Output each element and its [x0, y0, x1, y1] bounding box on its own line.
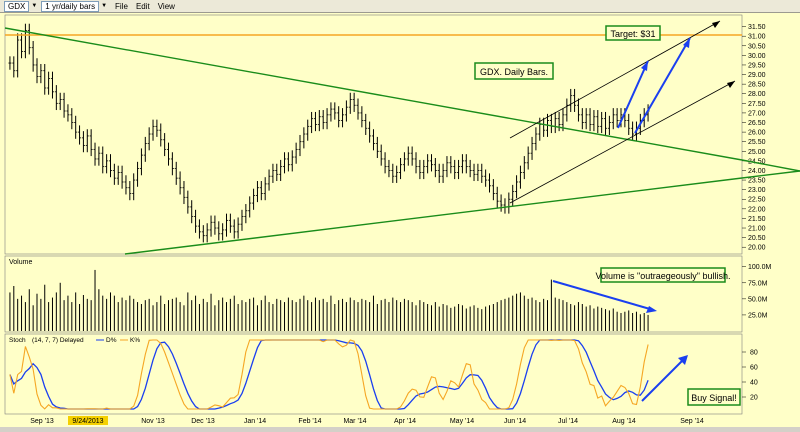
stoch-d-line: [9, 339, 649, 410]
price-tick-label: 29.00: [748, 72, 766, 79]
x-axis-label: Sep '13: [30, 418, 54, 425]
title-annotation-box: [474, 62, 554, 80]
channel-upper-line: [509, 20, 721, 139]
buy-signal-arrowhead: [678, 355, 688, 365]
stoch-panel-frame: [4, 333, 743, 415]
price-tick-label: 26.00: [748, 130, 766, 137]
price-tick-label: 29.50: [748, 62, 766, 69]
x-axis-label: Jun '14: [504, 418, 526, 425]
volume-panel-frame: [4, 255, 743, 333]
projection-arrowhead-1: [641, 61, 648, 71]
price-tick-label: 27.50: [748, 101, 766, 108]
price-panel-frame: [4, 14, 743, 255]
menu-view[interactable]: View: [157, 1, 175, 11]
price-tick-label: 23.00: [748, 187, 766, 194]
menu-file[interactable]: File: [115, 1, 128, 11]
price-tick-label: 25.50: [748, 139, 766, 146]
price-tick-label: 31.00: [748, 34, 766, 41]
stoch-tick-label: 20: [750, 395, 758, 402]
stoch-tick-label: 40: [750, 380, 758, 387]
volume-annotation-box: [600, 267, 726, 283]
x-axis-label: Jan '14: [244, 418, 266, 425]
uptrend-line-ext: [741, 170, 800, 179]
toolbar: GDX ▼ 1 yr/daily bars ▼ File Edit View: [0, 0, 800, 13]
price-tick-label: 20.00: [748, 245, 766, 252]
price-tick-label: 30.50: [748, 43, 766, 50]
price-tick-label: 27.00: [748, 110, 766, 117]
price-tick-label: 23.50: [748, 178, 766, 185]
x-axis-label: Dec '13: [191, 418, 215, 425]
price-tick-label: 24.50: [748, 158, 766, 165]
price-tick-label: 30.00: [748, 53, 766, 60]
volume-tick-label: 75.0M: [748, 280, 768, 287]
projection-arrowhead-2: [683, 38, 690, 48]
x-axis-label: Sep '14: [680, 418, 704, 425]
channel-lower-arrowhead: [727, 81, 735, 88]
chart-area: 31.50 31.00 30.50 30.00 29.50 29.00 28.50 28.00…: [0, 13, 800, 427]
x-axis-label: Nov '13: [141, 418, 165, 425]
projection-arrow-2: [634, 37, 691, 134]
chevron-down-icon[interactable]: ▼: [101, 3, 108, 9]
x-axis-label: Jul '14: [558, 418, 578, 425]
x-axis-label: 9/24/2013: [72, 418, 103, 425]
chevron-down-icon[interactable]: ▼: [31, 3, 38, 9]
x-axis-label: Feb '14: [298, 418, 321, 425]
x-axis-label: Apr '14: [394, 418, 416, 425]
channel-lower-line: [509, 80, 736, 204]
downtrend-line: [4, 27, 743, 161]
stoch-legend-d: D%: [106, 337, 117, 344]
volume-annotation: Volume is "outraegeously" bullish.: [596, 271, 731, 281]
stoch-panel-title: Stoch: [9, 337, 26, 344]
price-tick-label: 20.50: [748, 235, 766, 242]
stoch-tick-label: 80: [750, 350, 758, 357]
uptrend-line: [124, 177, 743, 255]
stoch-params: (14, 7, 7) Delayed: [32, 337, 84, 344]
volume-tick-label: 25.0M: [748, 312, 768, 319]
chart-svg: 31.50 31.00 30.50 30.00 29.50 29.00 28.50 28.00…: [4, 14, 800, 425]
x-axis-label: May '14: [450, 418, 474, 425]
buy-signal-box: [687, 388, 741, 406]
channel-upper-arrowhead: [712, 21, 720, 28]
symbol-selector[interactable]: GDX ▼: [4, 0, 38, 12]
price-tick-label: 21.00: [748, 226, 766, 233]
volume-panel-title: Volume: [9, 259, 32, 266]
menu-edit[interactable]: Edit: [135, 1, 150, 11]
price-tick-label: 22.00: [748, 206, 766, 213]
volume-trend-arrow: [552, 280, 651, 310]
symbol-input[interactable]: GDX: [4, 0, 30, 12]
price-tick-label: 25.00: [748, 149, 766, 156]
buy-signal-arrow: [641, 358, 685, 402]
stoch-legend-k: K%: [130, 337, 140, 344]
price-tick-label: 28.00: [748, 91, 766, 98]
volume-tick-label: 100.0M: [748, 264, 772, 271]
target-annotation: Target: $31: [610, 29, 655, 39]
price-tick-label: 28.50: [748, 82, 766, 89]
stoch-tick-label: 60: [750, 365, 758, 372]
price-tick-label: 31.50: [748, 24, 766, 31]
target-annotation-box: [605, 25, 661, 41]
period-input[interactable]: 1 yr/daily bars: [41, 0, 100, 12]
volume-arrowhead: [646, 306, 657, 313]
period-selector[interactable]: 1 yr/daily bars ▼: [41, 0, 108, 12]
price-tick-label: 26.50: [748, 120, 766, 127]
projection-arrow-1: [617, 60, 649, 129]
price-tick-label: 24.00: [748, 168, 766, 175]
stoch-k-line: [9, 339, 649, 410]
price-tick-label: 21.50: [748, 216, 766, 223]
x-axis-label: Aug '14: [612, 418, 636, 425]
volume-tick-label: 50.0M: [748, 296, 768, 303]
date-highlight: [68, 416, 108, 425]
title-annotation: GDX. Daily Bars.: [480, 67, 548, 77]
x-axis-label: Mar '14: [343, 418, 366, 425]
buy-signal-annotation: Buy Signal!: [691, 393, 737, 403]
downtrend-line-ext: [741, 159, 800, 172]
price-tick-label: 22.50: [748, 197, 766, 204]
